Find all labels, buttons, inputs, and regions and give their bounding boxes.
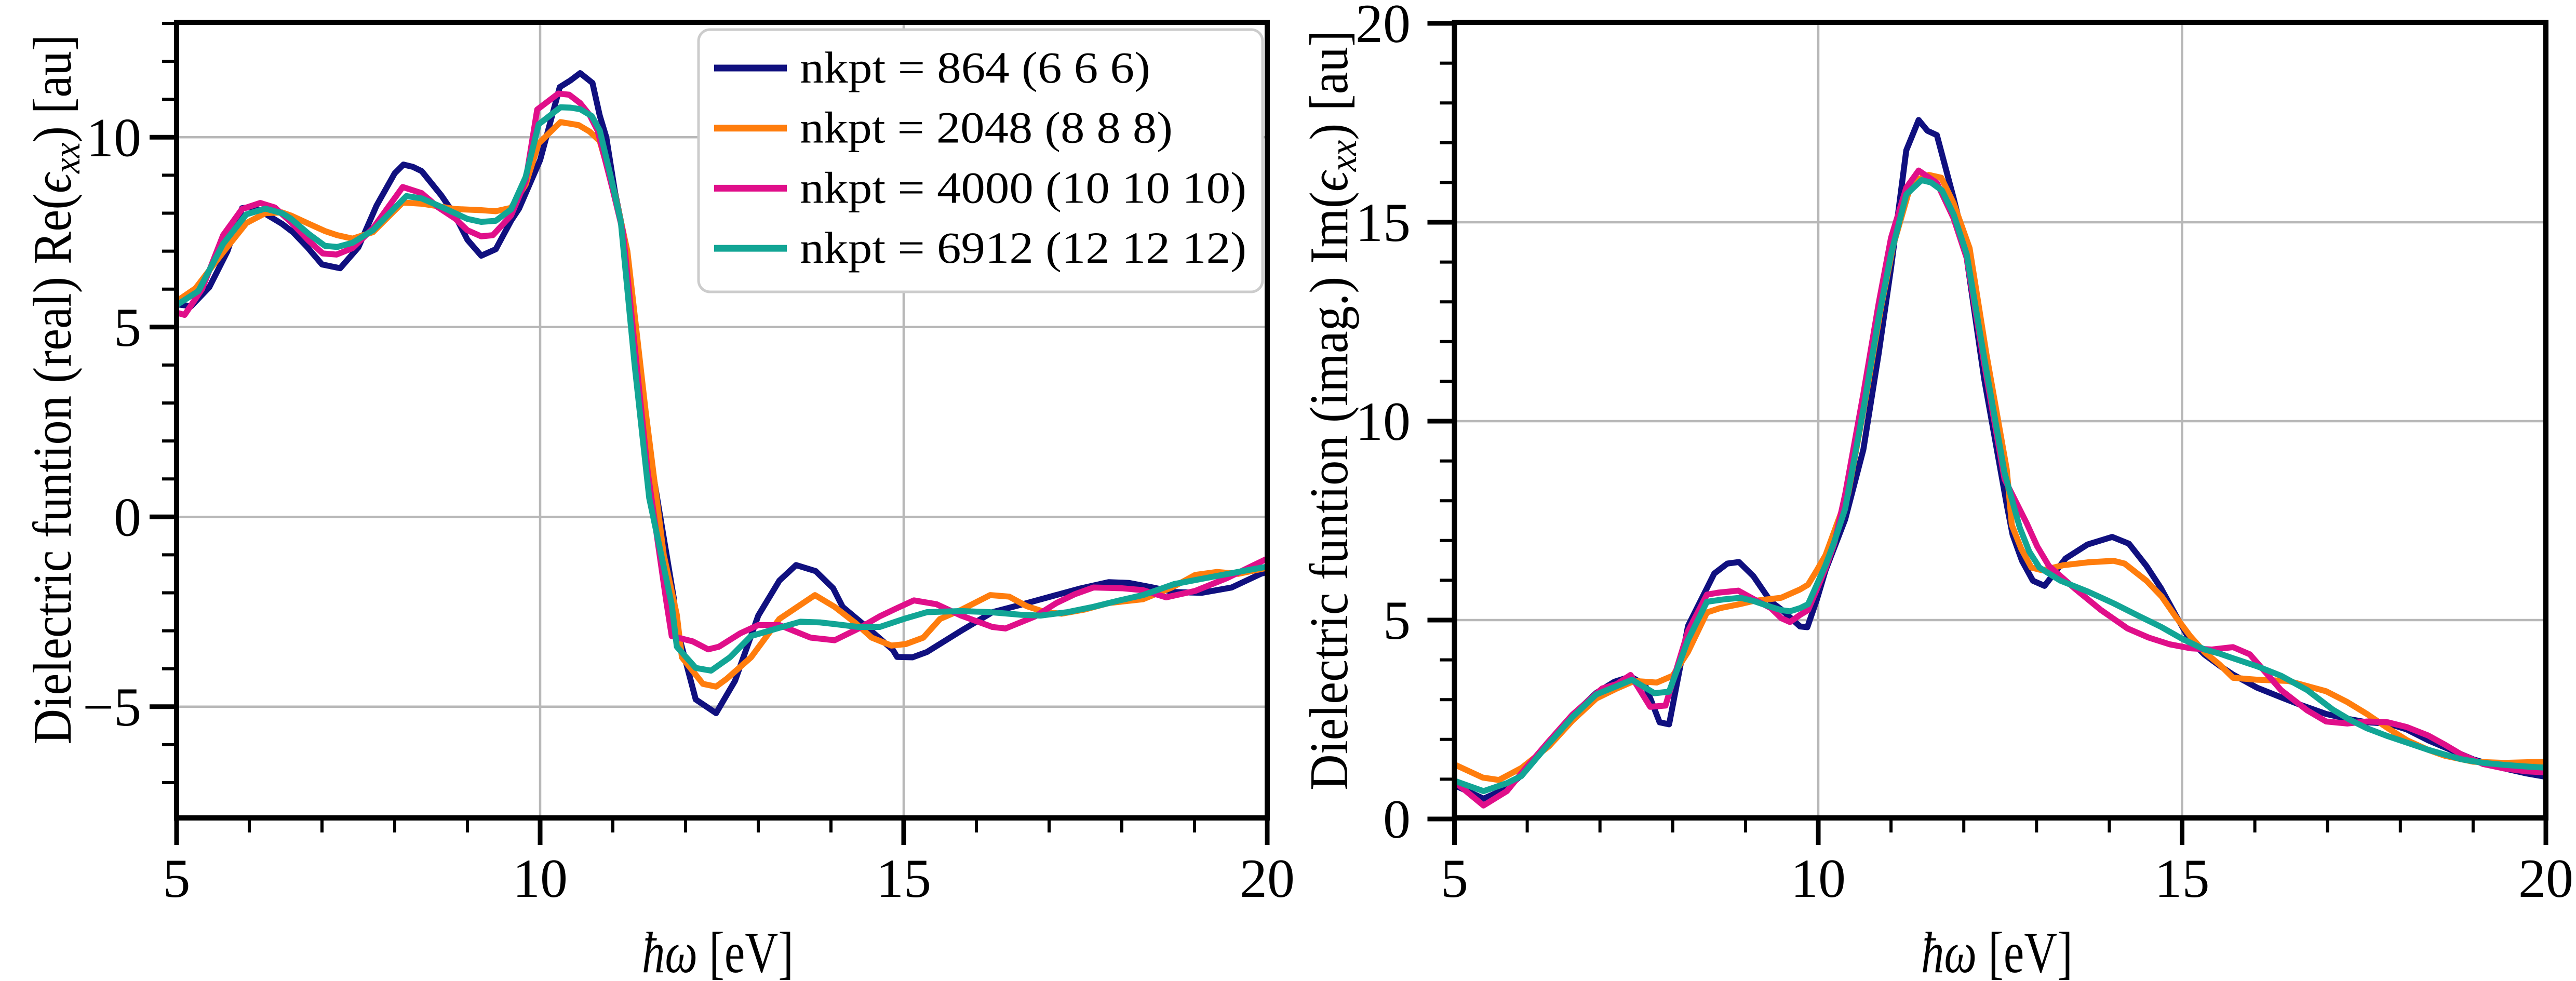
svg-text:5: 5 <box>1441 848 1468 909</box>
svg-text:nkpt = 4000 (10 10 10): nkpt = 4000 (10 10 10) <box>800 163 1246 212</box>
svg-text:20: 20 <box>1240 848 1295 909</box>
svg-text:15: 15 <box>876 848 931 909</box>
svg-text:0: 0 <box>114 487 141 547</box>
svg-text:10: 10 <box>86 107 141 168</box>
svg-text:15: 15 <box>2155 848 2210 909</box>
svg-text:5: 5 <box>163 848 191 909</box>
svg-text:10: 10 <box>1356 391 1411 452</box>
svg-text:ħω [eV]: ħω [eV] <box>1921 921 2073 981</box>
svg-text:5: 5 <box>114 297 141 358</box>
svg-text:10: 10 <box>513 848 568 909</box>
svg-text:nkpt = 2048 (8 8 8): nkpt = 2048 (8 8 8) <box>800 103 1173 153</box>
svg-text:ħω [eV]: ħω [eV] <box>642 921 794 981</box>
svg-text:15: 15 <box>1356 192 1411 253</box>
svg-text:Dielectric funtion (imag.) Im(: Dielectric funtion (imag.) Im(ϵxx) [au] <box>1298 30 1365 790</box>
svg-text:Dielectric funtion (real) Re(ϵ: Dielectric funtion (real) Re(ϵxx) [au] <box>22 34 88 744</box>
svg-text:0: 0 <box>1383 789 1411 850</box>
svg-text:nkpt = 864 (6 6 6): nkpt = 864 (6 6 6) <box>800 43 1150 92</box>
svg-text:nkpt = 6912 (12 12 12): nkpt = 6912 (12 12 12) <box>800 223 1246 273</box>
svg-text:20: 20 <box>2518 848 2573 909</box>
svg-text:10: 10 <box>1791 848 1846 909</box>
svg-text:20: 20 <box>1356 0 1411 54</box>
svg-text:−5: −5 <box>83 677 141 737</box>
svg-text:5: 5 <box>1383 590 1411 651</box>
